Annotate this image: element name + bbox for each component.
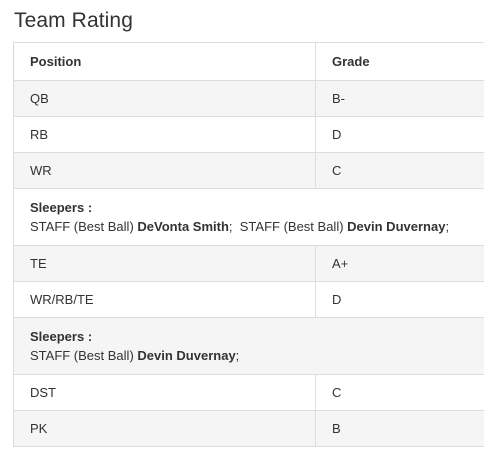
- position-cell: RB: [14, 117, 316, 152]
- table-row: DST C: [14, 375, 484, 411]
- table-row: QB B-: [14, 81, 484, 117]
- column-header-grade: Grade: [332, 54, 370, 69]
- sleepers-heading: Sleepers :: [30, 200, 93, 215]
- sleepers-cell: Sleepers : STAFF (Best Ball) Devin Duver…: [14, 318, 484, 374]
- position-cell: PK: [14, 411, 316, 446]
- sleepers-row: Sleepers : STAFF (Best Ball) DeVonta Smi…: [14, 189, 484, 246]
- sleepers-list: STAFF (Best Ball) DeVonta Smith; STAFF (…: [30, 217, 449, 236]
- position-cell: QB: [14, 81, 316, 116]
- grade-cell: C: [332, 163, 342, 178]
- position-cell: DST: [14, 375, 316, 410]
- grade-cell: A+: [332, 256, 349, 271]
- grade-cell: B-: [332, 91, 345, 106]
- grade-cell: D: [332, 127, 342, 142]
- sleepers-list: STAFF (Best Ball) Devin Duvernay;: [30, 346, 239, 365]
- sleeper-source: STAFF (Best Ball): [239, 219, 344, 234]
- team-rating-table: Position Grade QB B- RB D WR C Sleepers …: [13, 42, 484, 447]
- position-cell: WR/RB/TE: [14, 282, 316, 317]
- page-title: Team Rating: [14, 9, 133, 32]
- sleeper-source: STAFF (Best Ball): [30, 219, 134, 234]
- position-cell: WR: [14, 153, 316, 188]
- sleepers-cell: Sleepers : STAFF (Best Ball) DeVonta Smi…: [14, 189, 484, 245]
- table-header-row: Position Grade: [14, 43, 484, 81]
- grade-cell: C: [332, 385, 342, 400]
- sleeper-separator: ;: [445, 219, 450, 234]
- table-row: RB D: [14, 117, 484, 153]
- column-header-position: Position: [14, 43, 316, 80]
- grade-cell: D: [332, 292, 342, 307]
- table-row: TE A+: [14, 246, 484, 282]
- sleeper-player-link[interactable]: Devin Duvernay: [137, 348, 236, 363]
- table-row: WR C: [14, 153, 484, 189]
- sleeper-player-link[interactable]: DeVonta Smith: [137, 219, 229, 234]
- table-row: WR/RB/TE D: [14, 282, 484, 318]
- sleeper-player-link[interactable]: Devin Duvernay: [347, 219, 446, 234]
- sleeper-separator: ;: [235, 348, 240, 363]
- sleeper-source: STAFF (Best Ball): [30, 348, 134, 363]
- sleeper-separator: ;: [228, 219, 233, 234]
- grade-cell: B: [332, 421, 341, 436]
- sleepers-row: Sleepers : STAFF (Best Ball) Devin Duver…: [14, 318, 484, 375]
- table-row: PK B: [14, 411, 484, 447]
- sleepers-heading: Sleepers :: [30, 329, 93, 344]
- position-cell: TE: [14, 246, 316, 281]
